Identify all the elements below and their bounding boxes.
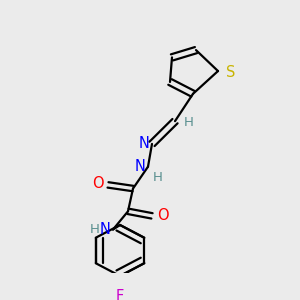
Text: H: H bbox=[184, 116, 194, 130]
Text: O: O bbox=[157, 208, 169, 224]
Text: N: N bbox=[139, 136, 149, 152]
Text: N: N bbox=[100, 222, 110, 237]
Text: S: S bbox=[226, 65, 236, 80]
Text: O: O bbox=[92, 176, 104, 191]
Text: N: N bbox=[135, 159, 146, 174]
Text: H: H bbox=[90, 223, 100, 236]
Text: F: F bbox=[116, 289, 124, 300]
Text: H: H bbox=[153, 171, 163, 184]
